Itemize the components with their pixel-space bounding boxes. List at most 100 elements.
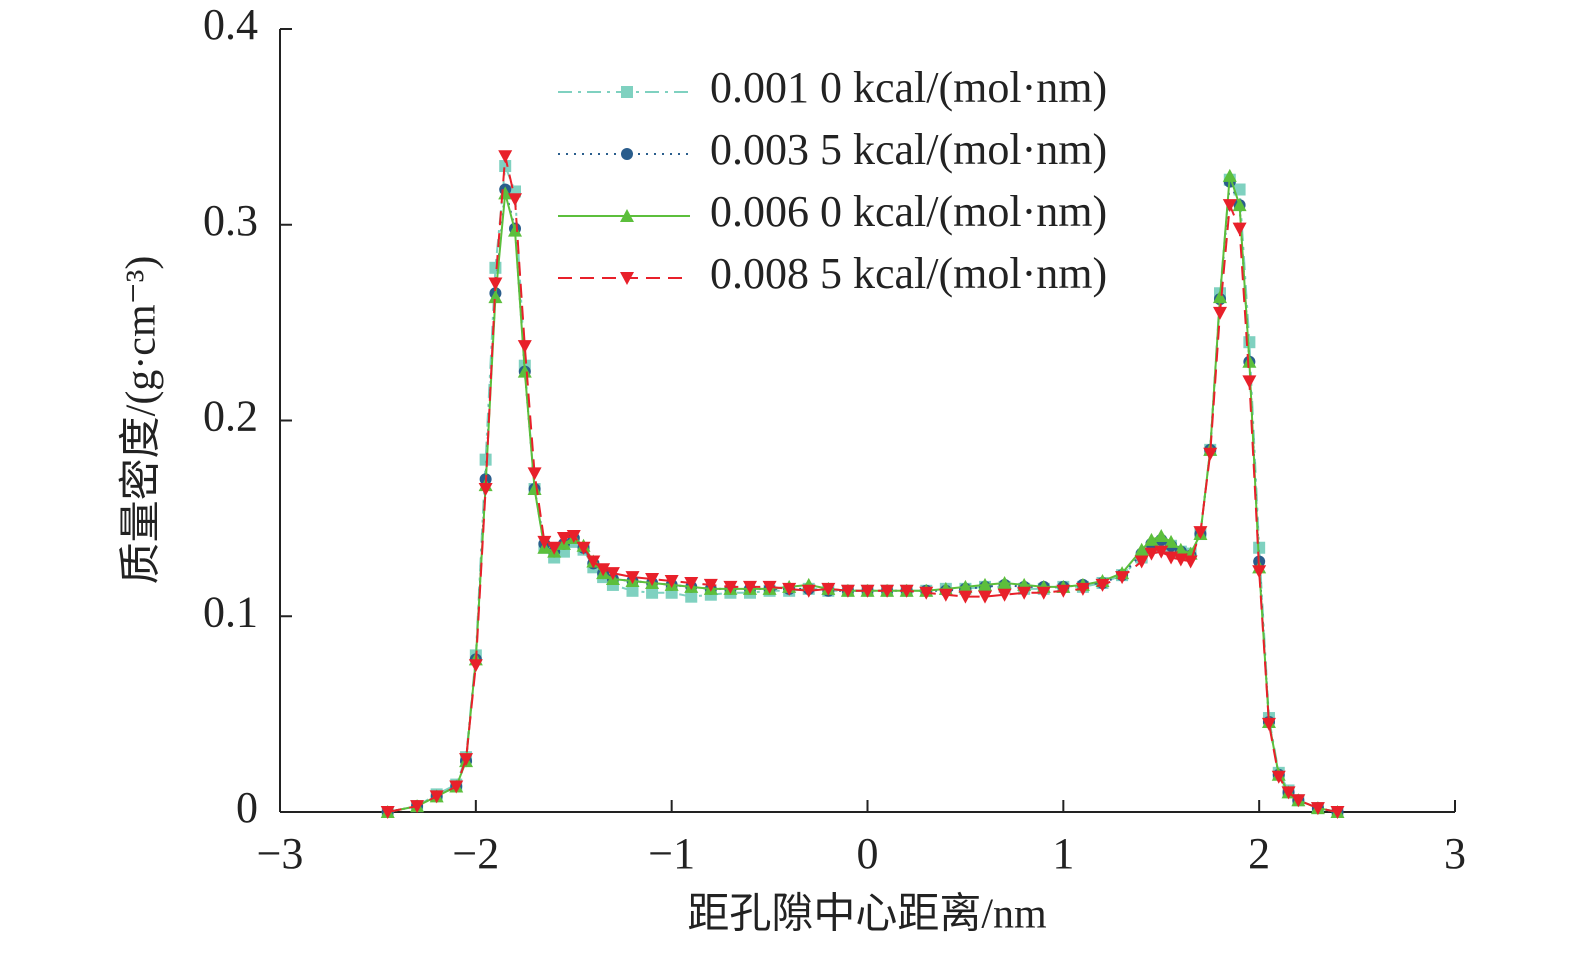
- data-point: [880, 584, 895, 598]
- x-tick-label: −2: [452, 829, 499, 878]
- data-point: [488, 290, 503, 304]
- data-point: [479, 453, 492, 466]
- data-point: [664, 575, 679, 589]
- x-tick-label: 2: [1248, 829, 1270, 878]
- data-point: [938, 588, 953, 602]
- data-point: [1291, 794, 1306, 808]
- x-tick-label: −3: [257, 829, 304, 878]
- data-point: [468, 659, 483, 673]
- data-point: [997, 588, 1012, 602]
- data-point: [380, 806, 395, 819]
- data-point: [958, 579, 973, 593]
- legend-marker: [621, 86, 633, 98]
- data-point: [478, 483, 493, 497]
- data-point: [1095, 578, 1110, 592]
- data-point: [860, 584, 875, 598]
- data-point: [1115, 571, 1130, 585]
- data-point: [899, 584, 914, 598]
- data-point: [1271, 770, 1286, 784]
- data-point: [703, 578, 718, 592]
- data-point: [489, 261, 502, 274]
- data-point: [1233, 183, 1246, 196]
- legend-label: 0.008 5 kcal/(mol·nm): [710, 249, 1107, 298]
- data-point: [1134, 542, 1149, 556]
- y-tick-label: 0: [236, 783, 258, 832]
- data-point: [537, 535, 552, 549]
- data-point: [547, 541, 562, 555]
- data-point: [1222, 168, 1237, 182]
- legend-label: 0.001 0 kcal/(mol·nm): [710, 63, 1107, 112]
- data-point: [576, 541, 591, 555]
- data-point: [1134, 555, 1149, 569]
- data-point: [1164, 534, 1179, 548]
- x-axis-label: 距孔隙中心距离/nm: [687, 891, 1047, 938]
- data-point: [685, 590, 698, 603]
- legend-marker: [620, 209, 634, 222]
- data-point: [625, 571, 640, 585]
- data-point: [508, 193, 522, 207]
- y-tick-label: 0.1: [203, 587, 258, 636]
- data-point: [556, 531, 571, 545]
- data-point: [645, 573, 660, 587]
- data-point: [586, 555, 601, 569]
- data-point: [459, 753, 474, 767]
- data-point: [1242, 354, 1257, 368]
- data-point: [1203, 447, 1218, 461]
- y-tick-label: 0.2: [203, 392, 258, 441]
- data-point: [997, 575, 1012, 589]
- data-point: [1213, 306, 1227, 320]
- data-point: [1144, 547, 1159, 561]
- data-point: [821, 582, 836, 596]
- data-point: [1310, 802, 1325, 816]
- data-point: [499, 160, 512, 173]
- data-point: [1017, 586, 1032, 600]
- data-point: [1281, 786, 1296, 800]
- legend-marker: [620, 272, 634, 285]
- y-axis-label: 质量密度/(g·cm⁻³): [118, 256, 165, 585]
- data-point: [1154, 528, 1169, 542]
- x-tick-label: −1: [648, 829, 695, 878]
- data-point: [527, 467, 542, 481]
- y-tick-label: 0.4: [203, 0, 258, 49]
- data-point: [1154, 545, 1169, 559]
- legend-marker: [621, 148, 633, 160]
- data-point: [498, 150, 513, 164]
- y-tick-label: 0.3: [203, 196, 258, 245]
- data-point: [1261, 717, 1276, 731]
- data-point: [646, 586, 659, 599]
- data-point: [978, 590, 992, 604]
- data-point: [743, 580, 757, 594]
- data-point: [566, 529, 581, 543]
- data-point: [1330, 806, 1345, 819]
- data-point: [605, 567, 620, 581]
- data-point: [1056, 584, 1071, 598]
- data-point: [1075, 582, 1090, 596]
- x-tick-label: 0: [857, 829, 879, 878]
- data-point: [1183, 555, 1198, 569]
- data-point: [508, 223, 522, 237]
- x-tick-label: 3: [1444, 829, 1466, 878]
- data-point: [429, 790, 444, 804]
- data-point: [1232, 222, 1247, 236]
- data-point: [1144, 532, 1159, 546]
- data-point: [840, 584, 855, 598]
- data-point: [517, 340, 532, 354]
- data-point: [684, 576, 699, 590]
- data-point: [1242, 375, 1257, 389]
- data-point: [762, 580, 777, 594]
- data-point: [488, 277, 503, 291]
- data-point: [517, 364, 532, 378]
- data-point: [1036, 586, 1051, 600]
- data-point: [449, 780, 464, 794]
- data-point: [410, 800, 425, 814]
- data-point: [919, 586, 934, 600]
- data-point: [978, 577, 992, 591]
- legend-label: 0.003 5 kcal/(mol·nm): [710, 125, 1107, 174]
- data-point: [1193, 526, 1208, 540]
- data-point: [723, 580, 738, 594]
- data-point: [1222, 199, 1237, 213]
- data-point: [626, 584, 639, 597]
- data-point: [596, 563, 611, 577]
- data-point: [1252, 565, 1267, 579]
